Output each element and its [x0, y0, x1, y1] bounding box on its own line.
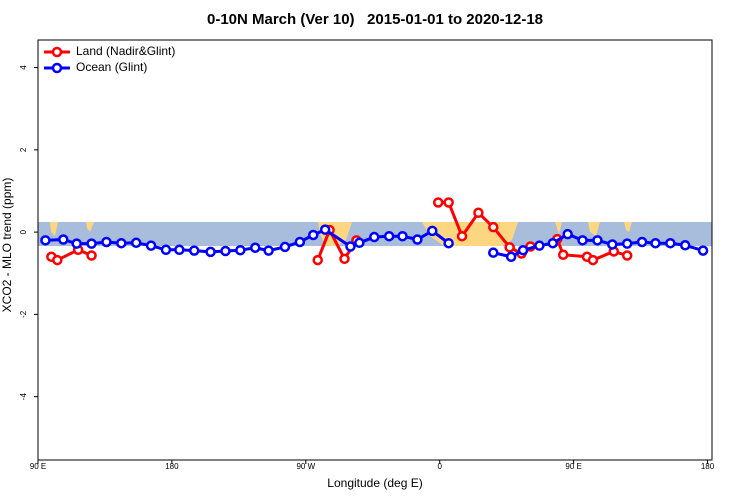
- data-point: [40, 235, 51, 246]
- data-point: [621, 250, 633, 261]
- data-point: [235, 244, 246, 256]
- data-point: [345, 241, 356, 252]
- data-point: [312, 254, 323, 266]
- data-point: [473, 207, 484, 219]
- data-point: [383, 230, 395, 242]
- data-point: [697, 245, 709, 256]
- data-point: [443, 237, 454, 249]
- data-point: [101, 236, 112, 248]
- data-point: [488, 221, 499, 233]
- y-tick-label: 2: [19, 147, 28, 152]
- y-tick-label: -4: [19, 393, 28, 401]
- data-point: [263, 245, 274, 256]
- x-tick-label: 180: [701, 462, 715, 471]
- data-point: [592, 235, 603, 246]
- data-point: [412, 234, 423, 245]
- data-point: [188, 245, 200, 256]
- y-axis-label: XCO2 - MLO trend (ppm): [0, 178, 14, 313]
- data-point: [562, 228, 573, 240]
- data-point: [249, 242, 261, 253]
- data-point: [339, 253, 350, 265]
- y-tick-label: -2: [19, 310, 28, 318]
- x-axis-label: Longitude (deg E): [327, 476, 422, 490]
- data-point: [488, 247, 499, 258]
- data-point: [174, 244, 185, 256]
- x-tick-label: 180: [165, 462, 179, 471]
- data-point: [279, 241, 291, 253]
- data-point: [650, 237, 661, 249]
- data-point: [116, 237, 127, 249]
- y-tick-label: 4: [19, 65, 28, 70]
- series-line: [50, 200, 628, 262]
- chart-title: 0-10N March (Ver 10) 2015-01-01 to 2020-…: [207, 11, 543, 28]
- data-point: [517, 244, 529, 256]
- data-point: [308, 229, 319, 241]
- data-point: [220, 245, 231, 257]
- data-point: [577, 235, 588, 246]
- data-point: [665, 237, 676, 249]
- y-tick-label: 0: [19, 229, 28, 234]
- data-point: [547, 237, 559, 249]
- data-point: [557, 249, 569, 260]
- legend-label: Ocean (Glint): [76, 60, 147, 74]
- data-point: [145, 240, 157, 251]
- data-point: [160, 244, 172, 256]
- legend-marker: [51, 46, 63, 58]
- data-point: [354, 237, 365, 249]
- plot-frame: [37, 39, 713, 461]
- data-point: [86, 238, 97, 249]
- data-point: [427, 225, 438, 237]
- data-point: [369, 231, 380, 243]
- data-point: [205, 246, 216, 258]
- data-point: [456, 230, 468, 242]
- data-point: [679, 240, 691, 251]
- data-point: [319, 224, 331, 235]
- legend-label: Land (Nadir&Glint): [76, 44, 175, 58]
- data-point: [52, 254, 63, 266]
- data-point: [86, 250, 97, 261]
- x-tick-label: 0: [437, 462, 442, 471]
- legend-marker: [51, 62, 63, 74]
- data-point: [607, 239, 618, 250]
- data-point: [71, 238, 82, 249]
- x-tick-label: 90 W: [296, 462, 315, 471]
- data-point: [636, 236, 648, 248]
- data-point: [58, 234, 69, 245]
- data-point: [534, 240, 545, 251]
- data-point: [587, 254, 599, 266]
- data-point: [294, 236, 306, 248]
- data-point: [621, 238, 633, 249]
- data-point: [505, 251, 517, 263]
- x-tick-label: 90 E: [565, 462, 581, 471]
- data-point: [130, 237, 142, 249]
- data-point: [443, 197, 454, 208]
- data-point: [397, 230, 408, 242]
- data-point: [432, 197, 444, 208]
- x-tick-label: 90 E: [30, 462, 46, 471]
- data-point: [504, 242, 515, 253]
